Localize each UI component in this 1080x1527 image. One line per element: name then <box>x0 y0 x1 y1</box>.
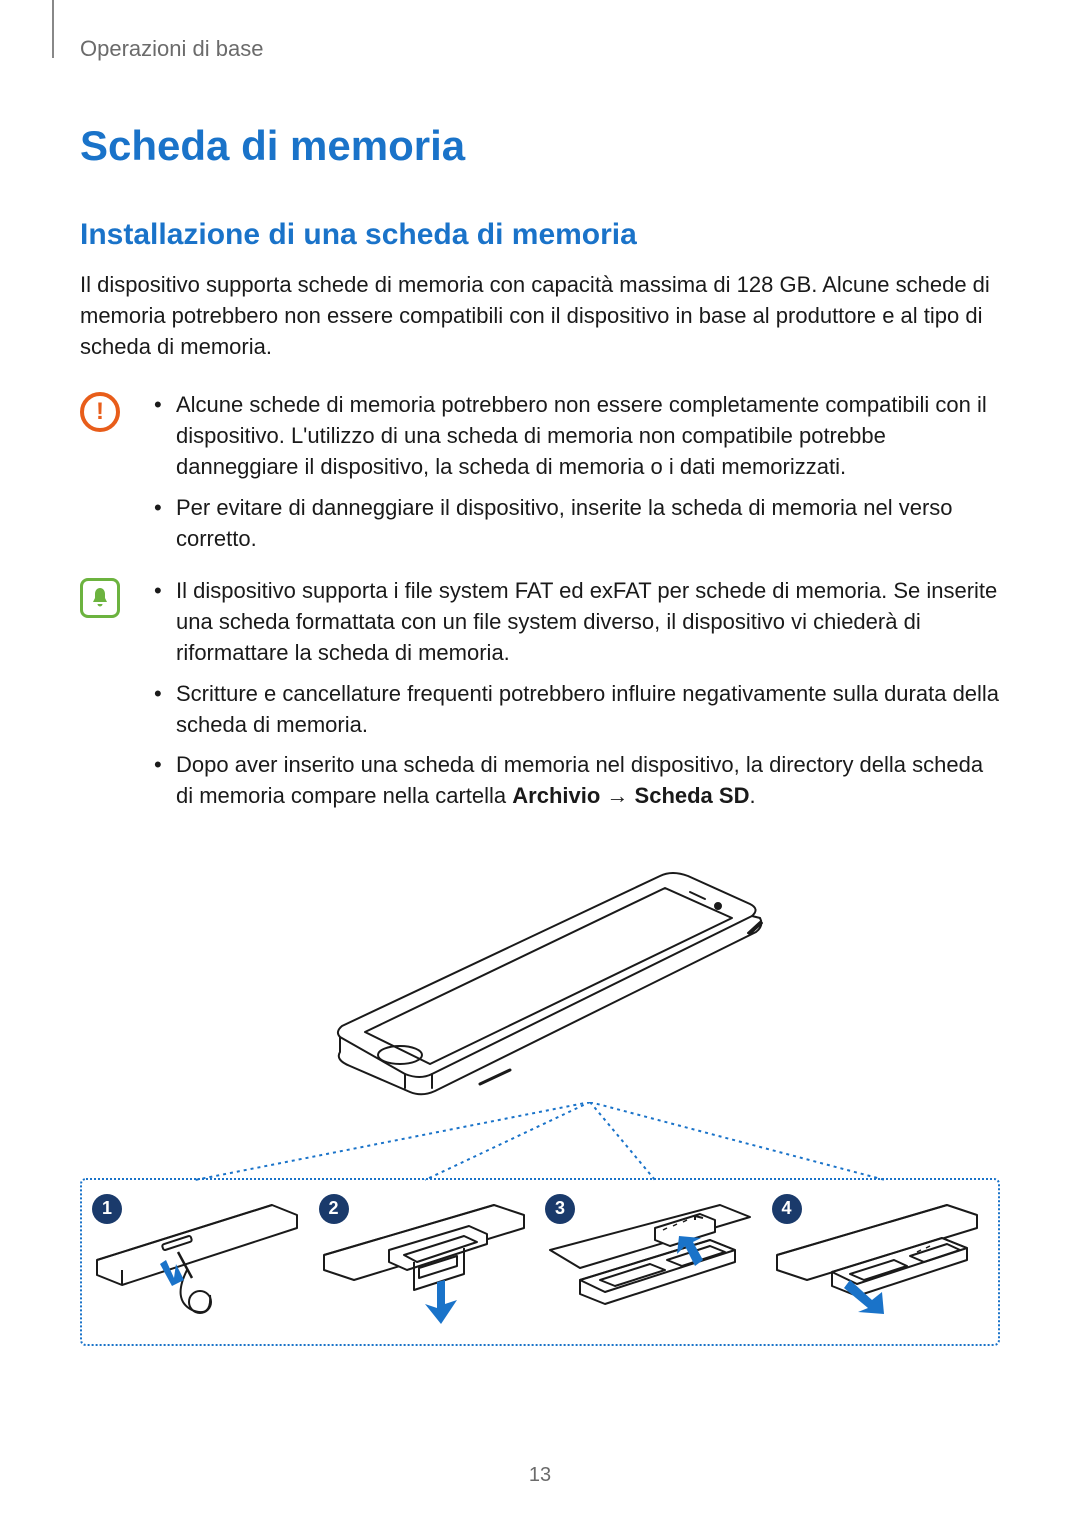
step-badge: 4 <box>772 1194 802 1224</box>
info-item: Scritture e cancellature frequenti potre… <box>148 679 1000 741</box>
step-badge: 2 <box>319 1194 349 1224</box>
info-item-text: . <box>749 783 755 808</box>
caution-item: Alcune schede di memoria potrebbero non … <box>148 390 1000 482</box>
caution-block: ! Alcune schede di memoria potrebbero no… <box>80 390 1000 564</box>
step-1: 1 <box>92 1194 309 1330</box>
info-item: Il dispositivo supporta i file system FA… <box>148 576 1000 668</box>
arrow-icon: → <box>600 783 634 808</box>
step-badge: 1 <box>92 1194 122 1224</box>
bell-icon <box>80 578 120 618</box>
caution-item: Per evitare di danneggiare il dispositiv… <box>148 493 1000 555</box>
steps-box: 1 <box>80 1178 1000 1346</box>
breadcrumb: Operazioni di base <box>80 36 1000 62</box>
step-illustration <box>772 1200 982 1330</box>
page-title: Scheda di memoria <box>80 122 1000 170</box>
callout-connectors <box>80 1102 1000 1182</box>
step-illustration <box>545 1200 755 1330</box>
step-2: 2 <box>319 1194 536 1330</box>
intro-paragraph: Il dispositivo supporta schede di memori… <box>80 270 1000 362</box>
info-block: Il dispositivo supporta i file system FA… <box>80 576 1000 822</box>
exclamation-icon: ! <box>96 400 104 424</box>
caution-icon-col: ! <box>80 390 124 432</box>
info-icon-col <box>80 576 124 618</box>
step-badge: 3 <box>545 1194 575 1224</box>
step-illustration <box>92 1200 302 1330</box>
section-heading: Installazione di una scheda di memoria <box>80 218 1000 252</box>
figure-area: 1 <box>80 852 1000 1346</box>
info-item: Dopo aver inserito una scheda di memoria… <box>148 750 1000 812</box>
page-margin-line <box>52 0 54 58</box>
step-3: 3 <box>545 1194 762 1330</box>
info-item-bold: Archivio <box>512 783 600 808</box>
step-illustration <box>319 1200 529 1330</box>
page-number: 13 <box>0 1464 1080 1487</box>
info-item-bold: Scheda SD <box>635 783 750 808</box>
caution-icon: ! <box>80 392 120 432</box>
caution-list: Alcune schede di memoria potrebbero non … <box>148 390 1000 564</box>
info-list: Il dispositivo supporta i file system FA… <box>148 576 1000 822</box>
page-content: Operazioni di base Scheda di memoria Ins… <box>0 0 1080 1346</box>
step-4: 4 <box>772 1194 989 1330</box>
phone-illustration <box>280 852 800 1132</box>
